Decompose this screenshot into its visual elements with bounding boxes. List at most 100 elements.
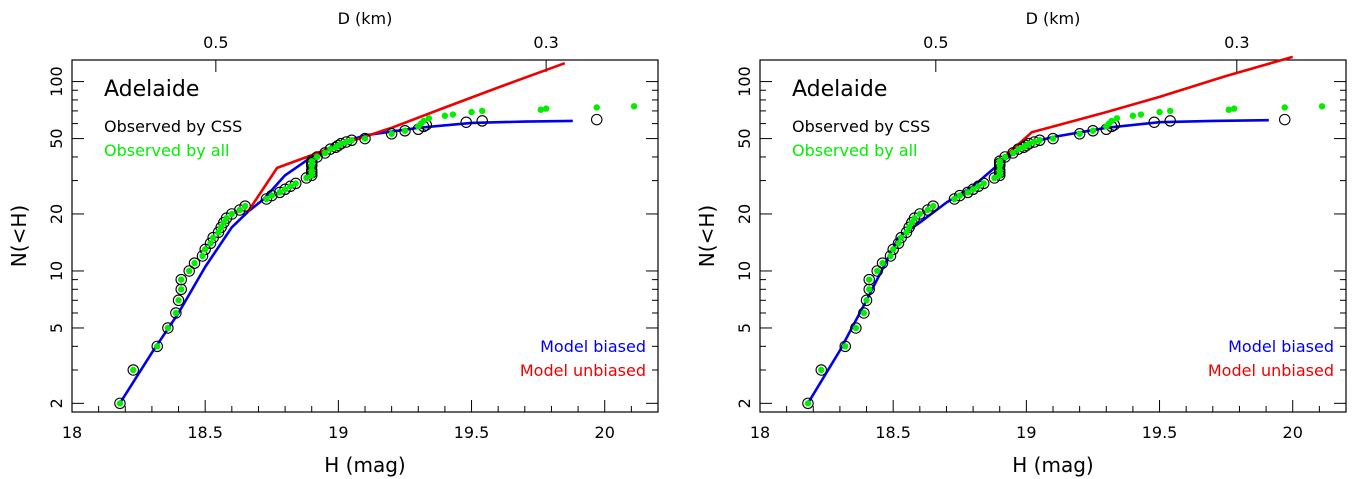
all-observed-point (223, 214, 230, 222)
css-observed-point (1278, 113, 1291, 126)
all-observed-point (969, 186, 977, 193)
all-observed-point (425, 115, 433, 122)
all-observed-point (361, 135, 369, 142)
all-observed-point (1049, 135, 1057, 142)
all-observed-point (281, 186, 289, 193)
x-axis-title: H (mag) (1012, 453, 1093, 477)
all-observed-point (879, 259, 886, 267)
css-observed-point (151, 340, 163, 353)
css-observed-point (114, 397, 126, 410)
all-observed-point (1031, 138, 1038, 146)
all-observed-point (199, 252, 206, 260)
all-observed-point (172, 309, 180, 317)
css-observed-point (476, 115, 488, 127)
css-observed-point (954, 189, 966, 202)
css-observed-point (399, 124, 411, 137)
all-observed-point (268, 192, 275, 199)
css-observed-point (266, 189, 278, 202)
all-observed-point (116, 400, 124, 407)
all-observed-point (537, 106, 544, 113)
all-observed-point (887, 252, 894, 260)
all-observed-point (1025, 140, 1033, 147)
all-observed-point (186, 267, 193, 275)
all-observed-point (1089, 127, 1097, 134)
y-tick-label: 2 (735, 398, 754, 408)
y-tick-label: 5 (735, 323, 754, 333)
all-observed-point (1137, 111, 1145, 118)
css-observed-point (871, 265, 883, 277)
y-tick-label: 50 (735, 128, 754, 148)
model-unbiased-line (246, 61, 566, 213)
css-observed-point (1047, 132, 1059, 145)
css-observed-point (839, 340, 851, 353)
panel-title: Adelaide (104, 77, 199, 102)
all-observed-point (818, 366, 825, 374)
all-observed-point (897, 234, 905, 241)
plot-frame (71, 59, 659, 413)
legend-top-entry: Observed by all (104, 141, 229, 160)
x-tick-label: 19 (1016, 423, 1036, 442)
all-observed-point (1318, 103, 1326, 110)
model-unbiased-line (998, 55, 1294, 163)
css-observed-point (802, 397, 814, 410)
panel-right: 18 18.5 19 19.5 20 0.5 0.3 2 5 10 20 50 100 H (mag) D … (695, 9, 1347, 477)
y-axis-title: N(<H) (7, 205, 31, 267)
all-observed-point (996, 167, 1003, 174)
css-observed-point (860, 294, 873, 307)
css-observed-point (1073, 128, 1086, 140)
y-tick-label: 100 (47, 66, 66, 97)
all-observed-point (449, 111, 457, 118)
all-observed-point (215, 229, 222, 236)
all-observed-point (1230, 105, 1238, 112)
y-tick-label: 50 (47, 128, 66, 148)
css-observed-point (460, 116, 472, 128)
all-observed-point (1129, 112, 1137, 119)
css-observed-point (858, 307, 870, 319)
css-observed-point (170, 307, 182, 319)
css-observed-point (1087, 124, 1099, 137)
css-observed-point (175, 273, 187, 286)
all-observed-point (178, 286, 185, 293)
css-observed-point (239, 200, 251, 212)
all-observed-point (276, 189, 283, 196)
css-observed-point (850, 322, 862, 334)
all-observed-point (263, 195, 270, 203)
all-observed-point (308, 167, 315, 174)
x-tick-label: 19.5 (454, 423, 490, 442)
all-observed-point (889, 246, 897, 253)
all-observed-point (308, 157, 315, 165)
all-observed-point (964, 189, 971, 196)
all-observed-point (951, 195, 958, 203)
css-observed-point (863, 273, 875, 286)
top-tick-label: 0.3 (533, 33, 558, 52)
css-observed-point (876, 257, 889, 269)
all-observed-point (164, 324, 172, 332)
css-observed-point (183, 265, 195, 277)
all-observed-point (217, 224, 225, 231)
all-observed-point (343, 138, 350, 146)
all-observed-point (1015, 145, 1022, 153)
all-observed-point (303, 174, 310, 182)
all-observed-point (321, 149, 329, 157)
css-observed-point (162, 322, 174, 334)
x-tick-label: 19 (328, 423, 348, 442)
all-observed-point (236, 206, 244, 214)
y-tick-label: 100 (735, 66, 754, 97)
all-observed-point (975, 183, 982, 190)
all-observed-point (630, 103, 638, 110)
all-observed-point (852, 324, 860, 332)
all-observed-point (228, 210, 236, 218)
all-observed-point (866, 286, 873, 293)
css-observed-point (127, 364, 140, 376)
all-observed-point (401, 127, 409, 134)
legend-bottom-entry: Model biased (540, 337, 646, 356)
x-tick-label: 19.5 (1142, 423, 1178, 442)
all-observed-point (191, 259, 198, 267)
y-tick-label: 2 (47, 398, 66, 408)
all-observed-point (1156, 108, 1163, 116)
all-observed-point (287, 183, 294, 190)
css-observed-point (590, 113, 603, 126)
all-observed-point (292, 180, 299, 187)
panel-left: 18 18.5 19 19.5 20 0.5 0.3 2 5 10 20 50 100 H (mag) D … (7, 9, 659, 477)
all-observed-point (241, 202, 249, 210)
